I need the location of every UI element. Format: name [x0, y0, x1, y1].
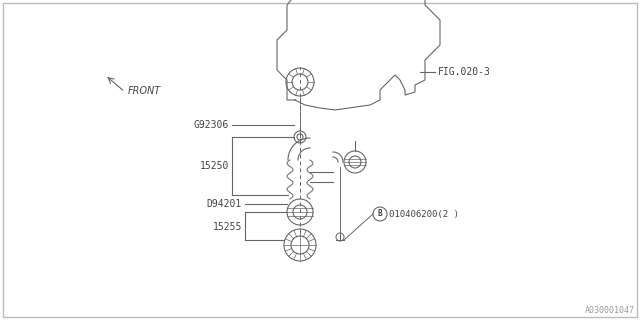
- Text: FRONT: FRONT: [128, 86, 161, 96]
- Text: 15255: 15255: [212, 222, 242, 232]
- Text: G92306: G92306: [194, 120, 229, 130]
- Text: 15250: 15250: [200, 161, 229, 171]
- Text: D94201: D94201: [207, 199, 242, 209]
- Text: 010406200(2 ): 010406200(2 ): [389, 210, 459, 219]
- Text: FIG.020-3: FIG.020-3: [438, 67, 491, 77]
- Text: B: B: [378, 210, 382, 219]
- Text: A030001047: A030001047: [585, 306, 635, 315]
